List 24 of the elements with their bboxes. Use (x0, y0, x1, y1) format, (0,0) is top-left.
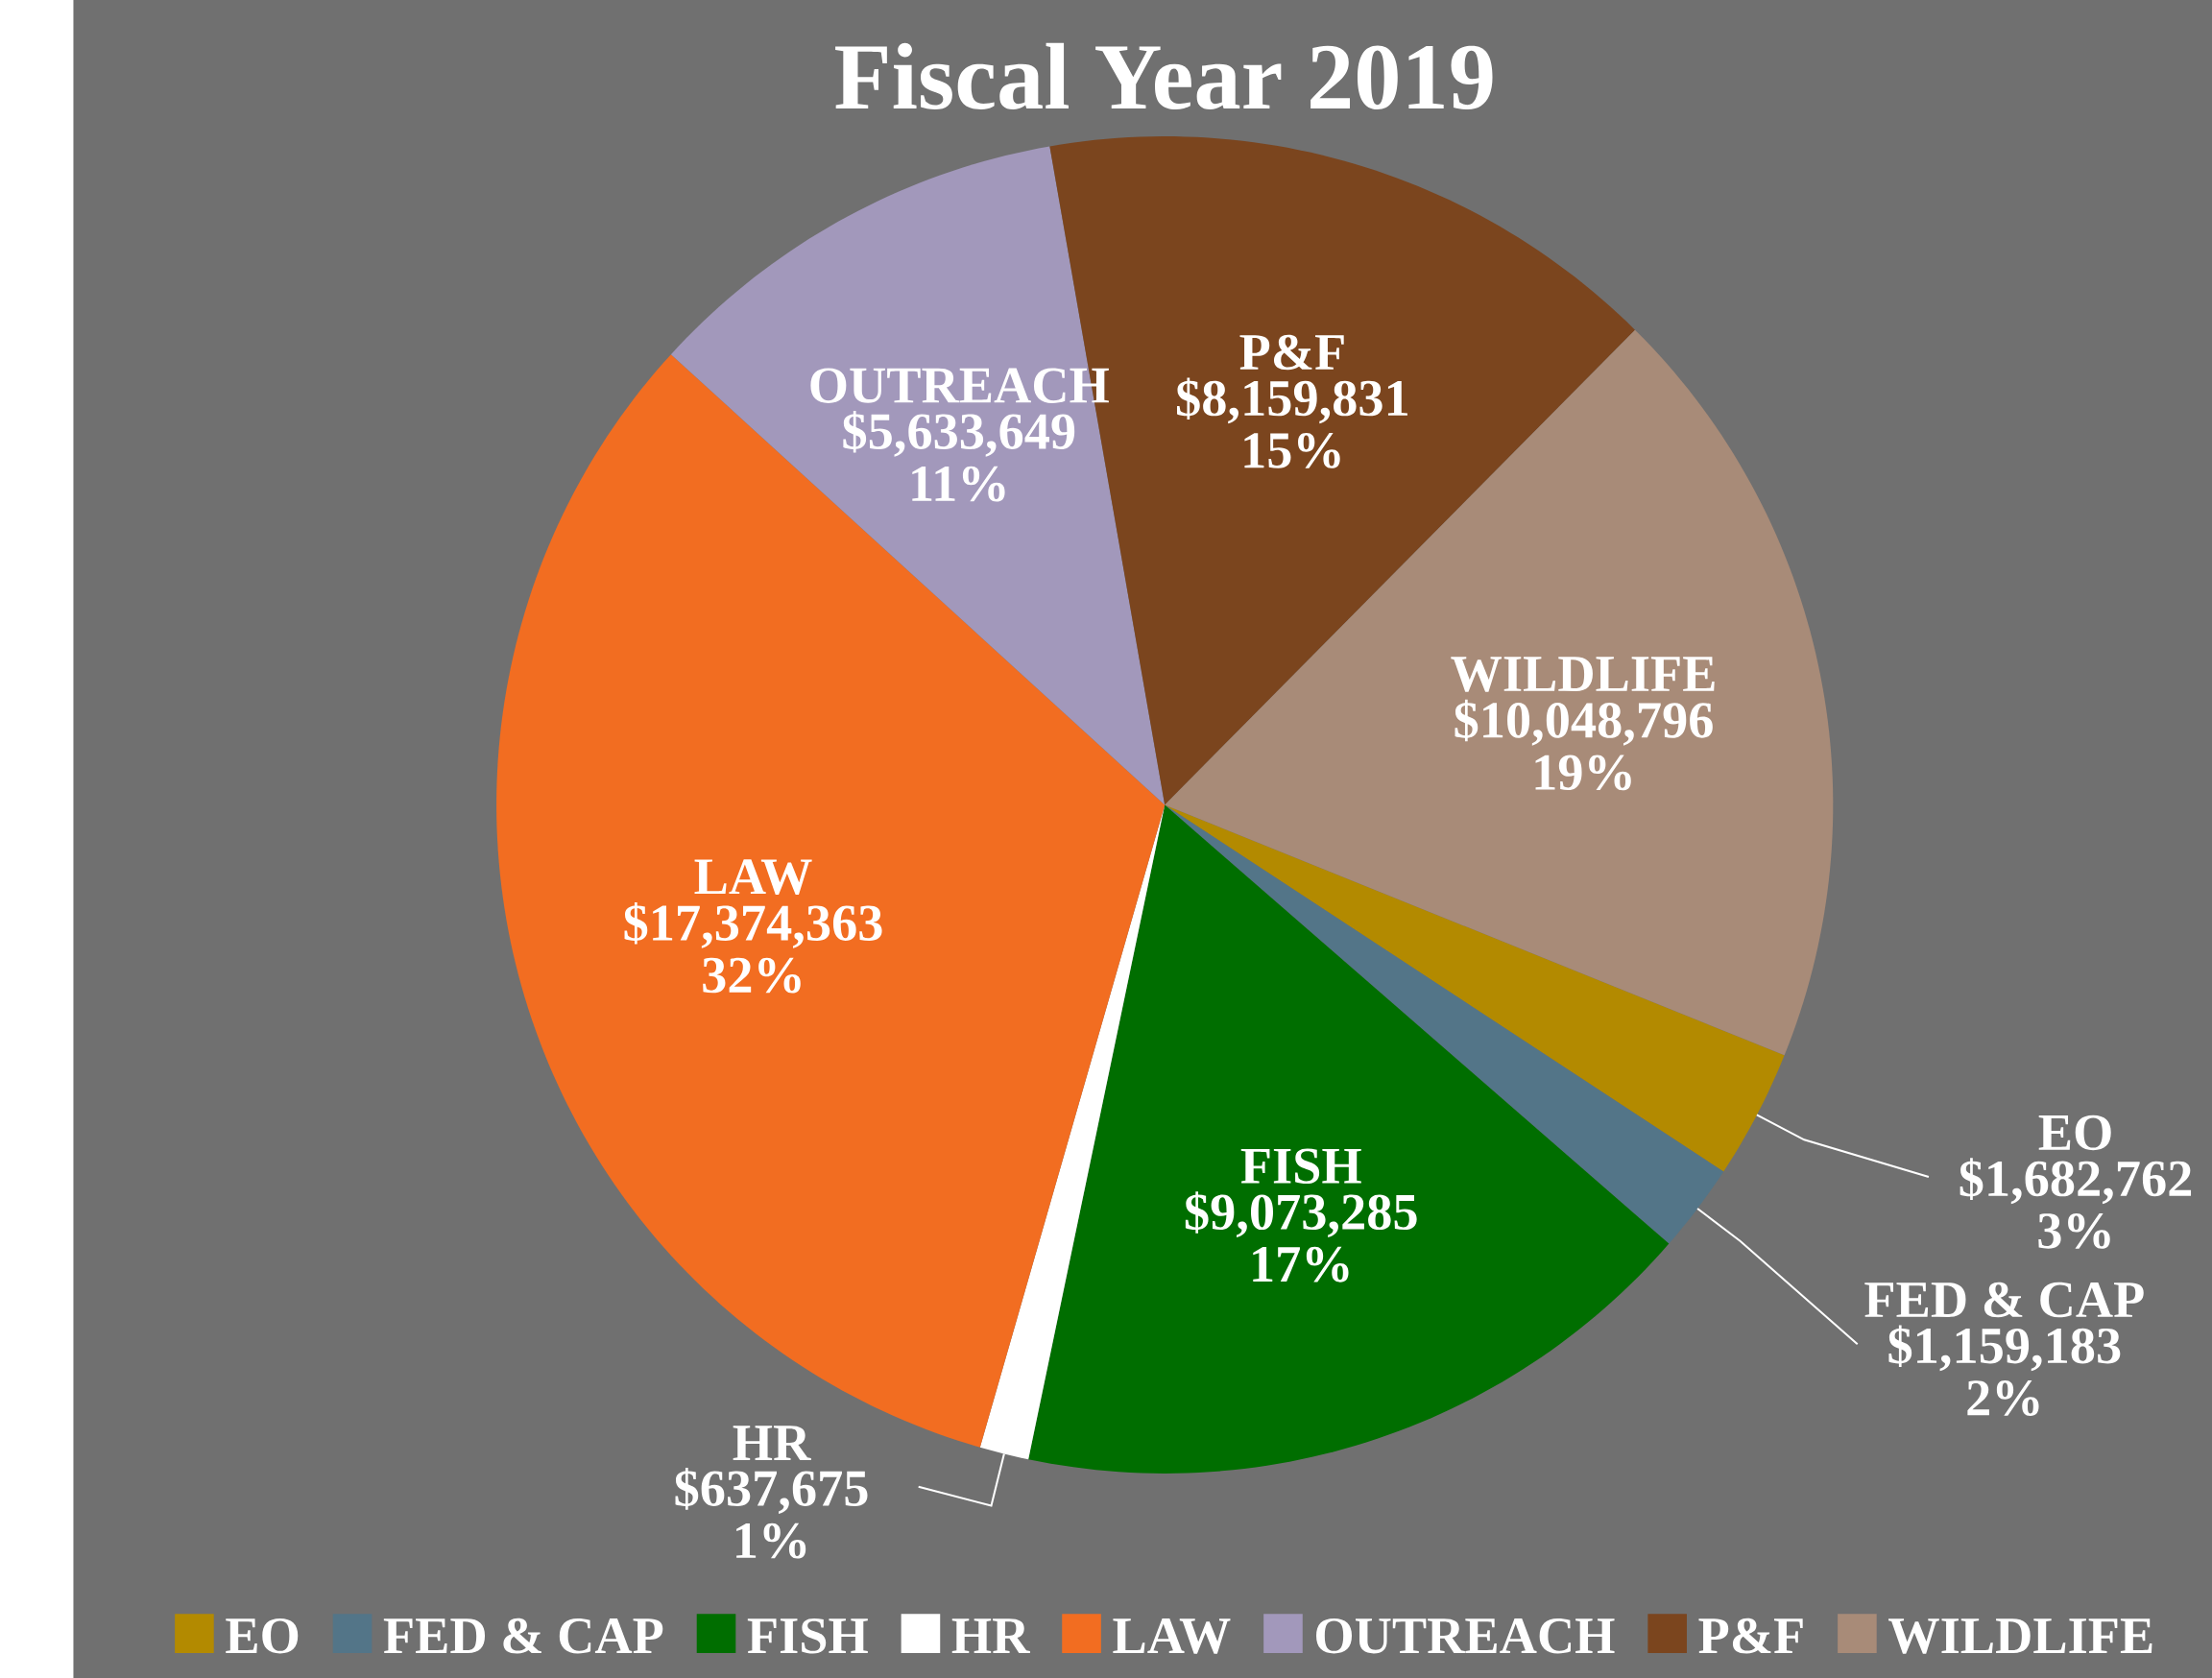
data-label: $8,159,831 15% (1177, 377, 1407, 468)
legend-label: FED & CAP (383, 1618, 663, 1654)
data-label: $5,633,649 11% (843, 411, 1075, 502)
data-label: $637,675 1% (675, 1468, 868, 1559)
slice-label: WILDLIFE (1451, 657, 1715, 692)
legend-label: EO (226, 1618, 299, 1654)
legend-label: LAW (1113, 1618, 1231, 1654)
data-label: $10,048,796 19% (1455, 699, 1713, 791)
legend-label: P&F (1698, 1618, 1803, 1654)
data-label: $1,682,762 3% (1960, 1158, 2192, 1249)
slice-label: LAW (694, 859, 812, 895)
data-label: $1,159,183 2% (1888, 1325, 2121, 1416)
slice-label: P&F (1239, 334, 1344, 371)
slice-label: EO (2038, 1115, 2111, 1151)
legend-label: FISH (747, 1618, 868, 1654)
data-label: $17,374,363 32% (624, 902, 882, 994)
slice-label: FISH (1240, 1148, 1361, 1185)
slice-label: FED & CAP (1864, 1282, 2144, 1318)
legend-label: HR (951, 1618, 1030, 1653)
legend-label: WILDLIFE (1888, 1618, 2152, 1654)
chart-title: Fiscal Year 2019 (835, 42, 1493, 110)
legend-label: OUTREACH (1316, 1618, 1615, 1654)
data-label: $9,073,285 17% (1185, 1191, 1417, 1282)
slice-label: HR (733, 1426, 811, 1460)
